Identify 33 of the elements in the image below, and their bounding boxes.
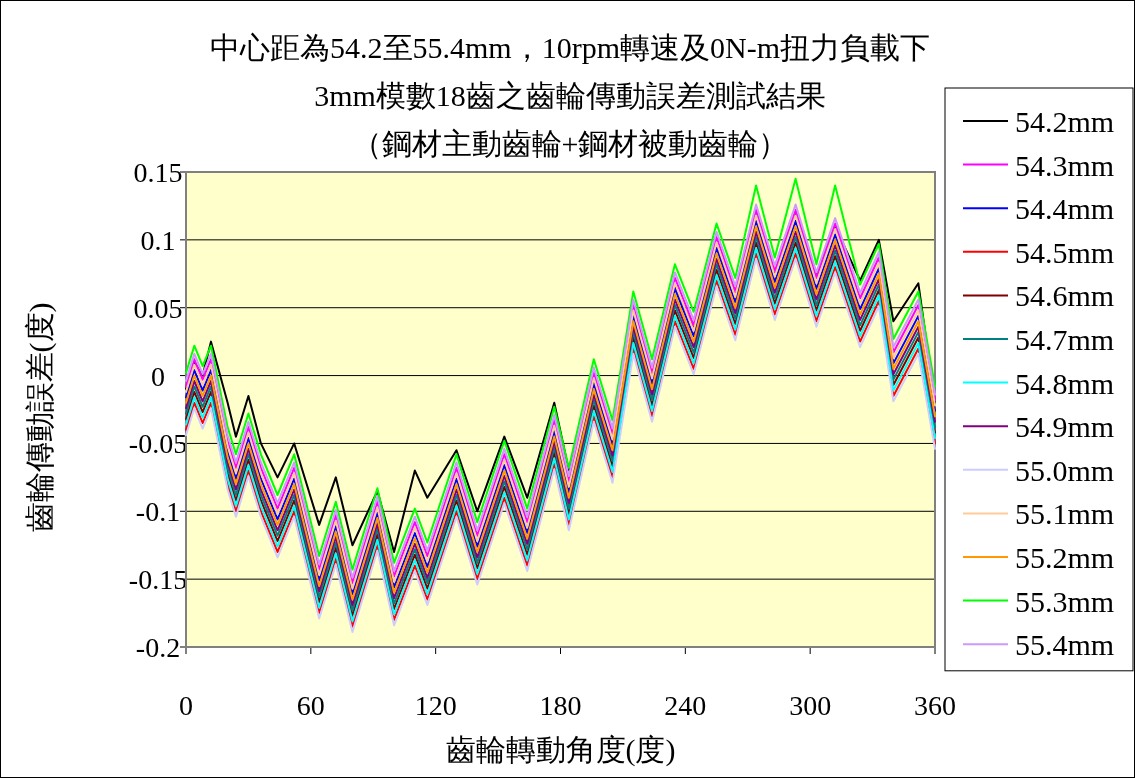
xlabel: 齒輪轉動角度(度) — [445, 733, 676, 766]
legend-label: 55.1mm — [1015, 497, 1115, 531]
xtick: 240 — [664, 690, 707, 721]
xtick: 180 — [539, 690, 582, 721]
ytick: 0 — [151, 360, 165, 392]
xtick: 120 — [414, 690, 457, 721]
xtick: 360 — [914, 690, 956, 721]
ylabel: 齒輪傳動誤差(度) — [23, 302, 56, 533]
ytick: -0.2 — [135, 632, 181, 663]
legend-label: 54.5mm — [1015, 235, 1115, 269]
legend-label: 54.2mm — [1015, 105, 1115, 138]
ytick: -0.1 — [135, 496, 181, 528]
legend-label: 55.2mm — [1015, 541, 1115, 574]
legend-label: 54.4mm — [1015, 192, 1115, 226]
title: （鋼材主動齒輪+鋼材被動齒輪） — [351, 127, 789, 160]
legend-label: 54.3mm — [1015, 148, 1115, 182]
ytick: 0.05 — [133, 292, 183, 324]
legend-label: 54.8mm — [1015, 366, 1115, 400]
xtick: 60 — [296, 690, 325, 721]
xtick: 0 — [179, 690, 193, 721]
ytick: -0.05 — [128, 428, 188, 460]
legend-label: 55.4mm — [1015, 628, 1115, 662]
xtick: 300 — [789, 690, 832, 721]
legend-label: 54.9mm — [1015, 410, 1115, 444]
legend-label: 55.3mm — [1015, 584, 1115, 618]
ytick: 0.15 — [133, 157, 183, 188]
ytick: 0.1 — [140, 224, 176, 256]
title: 中心距為54.2至55.4mm，10rpm轉速及0N-m扭力負載下 — [210, 31, 930, 64]
legend-label: 54.6mm — [1015, 279, 1115, 313]
ytick: -0.15 — [128, 564, 188, 596]
legend-label: 55.0mm — [1015, 453, 1115, 487]
title: 3mm模數18齒之齒輪傳動誤差測試結果 — [314, 79, 826, 112]
legend-label: 54.7mm — [1015, 323, 1115, 356]
